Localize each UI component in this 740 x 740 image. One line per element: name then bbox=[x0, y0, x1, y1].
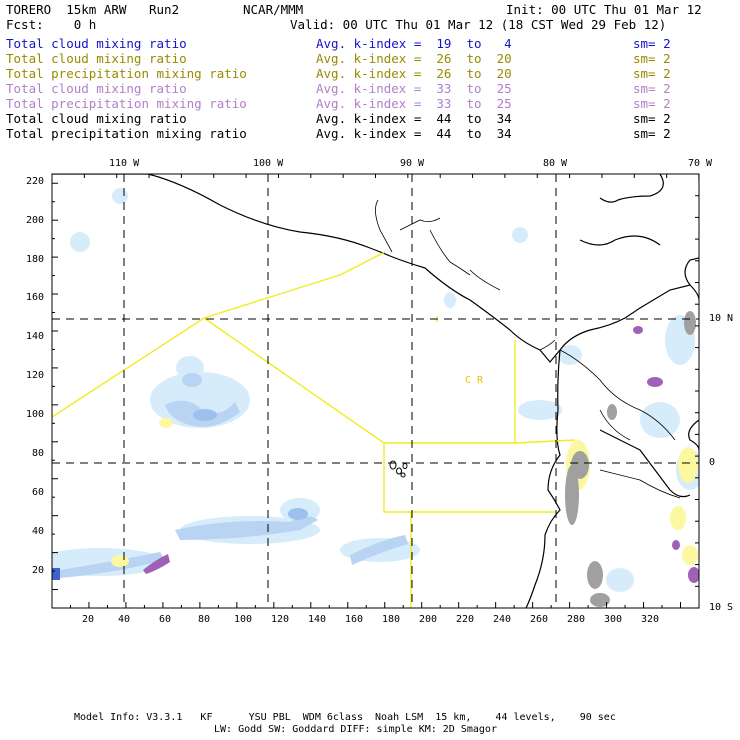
x-tick-label: 60 bbox=[159, 614, 172, 625]
legend-field: Total cloud mixing ratio bbox=[6, 81, 187, 96]
x-tick-label: 40 bbox=[118, 614, 131, 625]
latlon-grid bbox=[52, 174, 699, 608]
legend-sm: sm= 2 bbox=[633, 66, 671, 81]
legend-sm: sm= 2 bbox=[633, 81, 671, 96]
lon-label: 90 W bbox=[400, 158, 425, 169]
y-tick-label: 120 bbox=[26, 370, 45, 381]
legend-kindex: Avg. k-index = 33 to 25 bbox=[316, 96, 512, 111]
region-label: C R bbox=[465, 375, 484, 386]
forecast-hour: Fcst: 0 h bbox=[6, 17, 97, 32]
y-tick-label: 40 bbox=[32, 526, 45, 537]
valid-time: Valid: 00 UTC Thu 01 Mar 12 (18 CST Wed … bbox=[290, 17, 667, 32]
lon-label: 80 W bbox=[543, 158, 568, 169]
legend-field: Total cloud mixing ratio bbox=[6, 111, 187, 126]
legend-kindex: Avg. k-index = 33 to 25 bbox=[316, 81, 512, 96]
x-tick-label: 280 bbox=[567, 614, 586, 625]
y-tick-label: 180 bbox=[26, 254, 45, 265]
legend-sm: sm= 2 bbox=[633, 36, 671, 51]
x-tick-label: 220 bbox=[456, 614, 475, 625]
lon-label: 100 W bbox=[253, 158, 284, 169]
field-shading bbox=[52, 188, 699, 607]
country-borders bbox=[375, 199, 681, 499]
x-tick-label: 320 bbox=[641, 614, 660, 625]
lat-label: 0 bbox=[709, 457, 716, 468]
legend-kindex: Avg. k-index = 26 to 20 bbox=[316, 66, 512, 81]
x-tick-label: 200 bbox=[419, 614, 438, 625]
legend-sm: sm= 2 bbox=[633, 51, 671, 66]
y-tick-label: 20 bbox=[32, 565, 45, 576]
x-tick-label: 300 bbox=[604, 614, 623, 625]
legend-field: Total precipitation mixing ratio bbox=[6, 126, 247, 141]
galapagos-islands bbox=[389, 460, 408, 478]
legend-field: Total precipitation mixing ratio bbox=[6, 96, 247, 111]
x-tick-label: 80 bbox=[198, 614, 211, 625]
lat-label: 10 N bbox=[709, 313, 734, 324]
y-tick-label: 200 bbox=[26, 215, 45, 226]
model-info: Model Info: V3.3.1 KF YSU PBL WDM 6class… bbox=[74, 712, 616, 723]
model-run-title: TORERO 15km ARW Run2 bbox=[6, 2, 180, 17]
x-tick-label: 100 bbox=[234, 614, 253, 625]
x-tick-label: 120 bbox=[271, 614, 290, 625]
y-tick-label: 60 bbox=[32, 487, 45, 498]
y-tick-label: 220 bbox=[26, 176, 45, 187]
legend-kindex: Avg. k-index = 44 to 34 bbox=[316, 111, 512, 126]
x-tick-label: 140 bbox=[308, 614, 327, 625]
model-physics: LW: Godd SW: Goddard DIFF: simple KM: 2D… bbox=[214, 724, 497, 735]
y-tick-label: 140 bbox=[26, 331, 45, 342]
x-tick-label: 160 bbox=[345, 614, 364, 625]
y-tick-label: 100 bbox=[26, 409, 45, 420]
legend-sm: sm= 2 bbox=[633, 96, 671, 111]
x-tick-label: 260 bbox=[530, 614, 549, 625]
legend-kindex: Avg. k-index = 19 to 4 bbox=[316, 36, 512, 51]
x-tick-label: 240 bbox=[493, 614, 512, 625]
x-tick-label: 20 bbox=[82, 614, 95, 625]
lat-label: 10 S bbox=[709, 602, 734, 613]
legend-field: Total cloud mixing ratio bbox=[6, 51, 187, 66]
legend-field: Total precipitation mixing ratio bbox=[6, 66, 247, 81]
lon-label: 70 W bbox=[688, 158, 713, 169]
x-tick-label: 180 bbox=[382, 614, 401, 625]
legend-kindex: Avg. k-index = 44 to 34 bbox=[316, 126, 512, 141]
axis-ticks bbox=[51, 173, 700, 609]
init-time: Init: 00 UTC Thu 01 Mar 12 bbox=[506, 2, 702, 17]
legend-field: Total cloud mixing ratio bbox=[6, 36, 187, 51]
y-tick-label: 160 bbox=[26, 292, 45, 303]
y-tick-label: 80 bbox=[32, 448, 45, 459]
region-boundaries bbox=[52, 251, 576, 608]
coastline bbox=[52, 174, 699, 608]
institution-label: NCAR/MMM bbox=[243, 2, 304, 17]
legend-sm: sm= 2 bbox=[633, 126, 671, 141]
legend-kindex: Avg. k-index = 26 to 20 bbox=[316, 51, 512, 66]
legend-sm: sm= 2 bbox=[633, 111, 671, 126]
lon-label: 110 W bbox=[109, 158, 140, 169]
